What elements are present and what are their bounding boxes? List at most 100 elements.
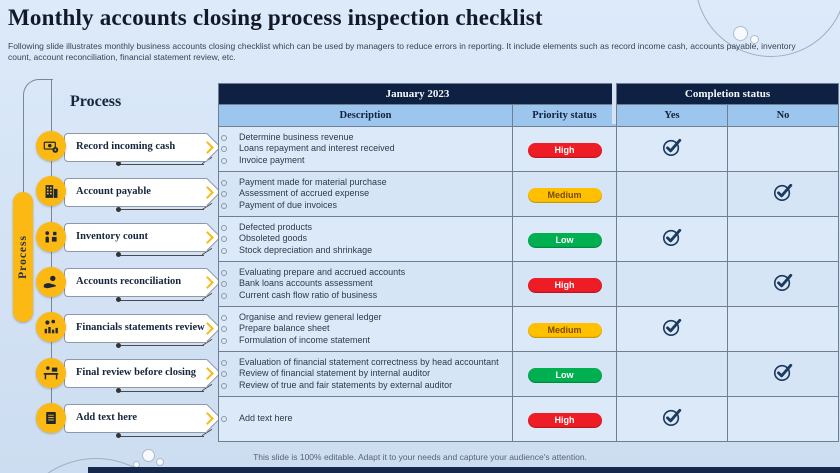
table-row: Organise and review general ledger Prepar…: [218, 306, 840, 352]
process-step-label: Record incoming cash: [76, 140, 176, 152]
connector-line: [116, 297, 204, 303]
description-bullet: Evaluating prepare and accrued accounts: [219, 267, 512, 279]
connector-line: [116, 342, 204, 348]
description-bullet: Obsoleted goods: [219, 233, 512, 245]
description-bullet: Assessment of accrued expense: [219, 188, 512, 200]
process-step-label: Accounts reconciliation: [76, 276, 182, 288]
process-step-box: Record incoming cash: [64, 132, 214, 162]
description-bullet: Determine business revenue: [219, 132, 512, 144]
connector-line: [116, 161, 204, 167]
priority-badge: Medium: [527, 323, 602, 338]
process-step: Accounts reconciliation: [34, 266, 224, 303]
connector-line: [116, 251, 204, 257]
no-cell: [726, 306, 840, 352]
process-step: Inventory count: [34, 221, 224, 258]
priority-badge: Low: [527, 233, 602, 248]
process-step-label: Add text here: [76, 412, 138, 424]
description-bullet: Stock depreciation and shrinkage: [219, 245, 512, 257]
priority-cell: Medium: [512, 171, 617, 217]
process-step: Add text here: [34, 402, 224, 439]
process-heading: Process: [70, 93, 122, 110]
priority-cell: Low: [512, 351, 617, 397]
table-row: Defected products Obsoleted goods Stock de…: [218, 216, 840, 262]
chevron-right-icon: [201, 412, 214, 426]
description-bullet: Formulation of income statement: [219, 335, 512, 347]
group-header-completion: Completion status: [615, 83, 840, 105]
process-side-label: Process: [17, 235, 29, 279]
column-header-yes: Yes: [616, 104, 728, 127]
description-cell: Defected products Obsoleted goods Stock de…: [218, 216, 513, 262]
slide-subtitle: Following slide illustrates monthly busi…: [8, 41, 796, 62]
group-header-period: January 2023: [218, 83, 617, 105]
people-chart-icon: [36, 312, 66, 343]
slide-title: Monthly accounts closing process inspect…: [8, 5, 543, 30]
priority-cell: Medium: [512, 306, 617, 352]
priority-cell: High: [512, 261, 617, 307]
check-icon: [772, 360, 795, 388]
description-bullet: Organise and review general ledger: [219, 312, 512, 324]
chevron-right-icon: [201, 367, 214, 380]
column-header-no: No: [726, 104, 840, 127]
description-bullet: Payment of due invoices: [219, 200, 512, 212]
building-icon: [36, 176, 66, 207]
decorative-bubble: [156, 458, 164, 466]
priority-badge: Medium: [527, 188, 602, 203]
footer-note: This slide is 100% editable. Adapt it to…: [253, 452, 587, 462]
description-bullet: Defected products: [219, 222, 512, 234]
table-row: Evaluation of financial statement correc…: [218, 351, 840, 397]
connector-line: [116, 387, 204, 393]
process-step: Account payable: [34, 176, 224, 212]
chevron-right-icon: [201, 231, 214, 244]
yes-cell: [616, 396, 728, 442]
yes-cell: [616, 216, 728, 262]
yes-cell: [616, 261, 728, 307]
description-cell: Add text here: [218, 396, 513, 442]
no-cell: [726, 171, 840, 217]
description-bullet: Bank loans accounts assessment: [219, 278, 512, 290]
inventory-icon: [36, 221, 66, 252]
description-cell: Evaluating prepare and accrued accounts B…: [218, 261, 513, 307]
yes-cell: [616, 351, 728, 397]
process-side-banner: Process: [13, 192, 33, 322]
description-bullet: Prepare balance sheet: [219, 323, 512, 335]
process-step-box: Add text here: [64, 404, 214, 434]
priority-cell: Low: [512, 216, 617, 262]
process-step-label: Inventory count: [76, 231, 149, 243]
priority-cell: High: [512, 126, 617, 172]
process-step-box: Financials statements review: [64, 313, 214, 343]
process-step-box: Accounts reconciliation: [64, 268, 214, 298]
check-icon: [661, 135, 684, 163]
yes-cell: [616, 126, 728, 172]
yes-cell: [616, 171, 728, 217]
column-header-priority: Priority status: [512, 104, 617, 127]
check-icon: [661, 405, 684, 433]
connector-line: [116, 206, 204, 212]
column-header-description: Description: [218, 104, 513, 127]
chevron-right-icon: [201, 140, 214, 154]
description-cell: Determine business revenue Loans repaymen…: [218, 126, 513, 172]
description-bullet: Current cash flow ratio of business: [219, 290, 512, 302]
process-step: Record incoming cash: [34, 131, 224, 167]
process-step-label: Final review before closing: [76, 367, 197, 378]
description-bullet: Review of financial statement by interna…: [219, 368, 512, 380]
process-step-box: Account payable: [64, 177, 214, 207]
checklist-table: January 2023 Completion status Descripti…: [218, 83, 840, 442]
process-step-box: Final review before closing: [64, 359, 214, 388]
description-cell: Evaluation of financial statement correc…: [218, 351, 513, 397]
yes-cell: [616, 306, 728, 352]
description-bullet: Loans repayment and interest received: [219, 143, 512, 155]
priority-badge: High: [527, 278, 602, 293]
check-icon: [661, 315, 684, 343]
header-divider: [612, 83, 616, 124]
description-bullet: Evaluation of financial statement correc…: [219, 357, 512, 369]
decorative-bubble: [142, 449, 155, 462]
table-row: Add text here High: [218, 396, 840, 442]
process-step-label: Financials statements review: [76, 321, 205, 333]
table-row: Evaluating prepare and accrued accounts B…: [218, 261, 840, 307]
process-step-box: Inventory count: [64, 223, 214, 253]
no-cell: [726, 351, 840, 397]
decorative-bubble: [750, 35, 759, 44]
check-icon: [772, 180, 795, 208]
no-cell: [726, 261, 840, 307]
